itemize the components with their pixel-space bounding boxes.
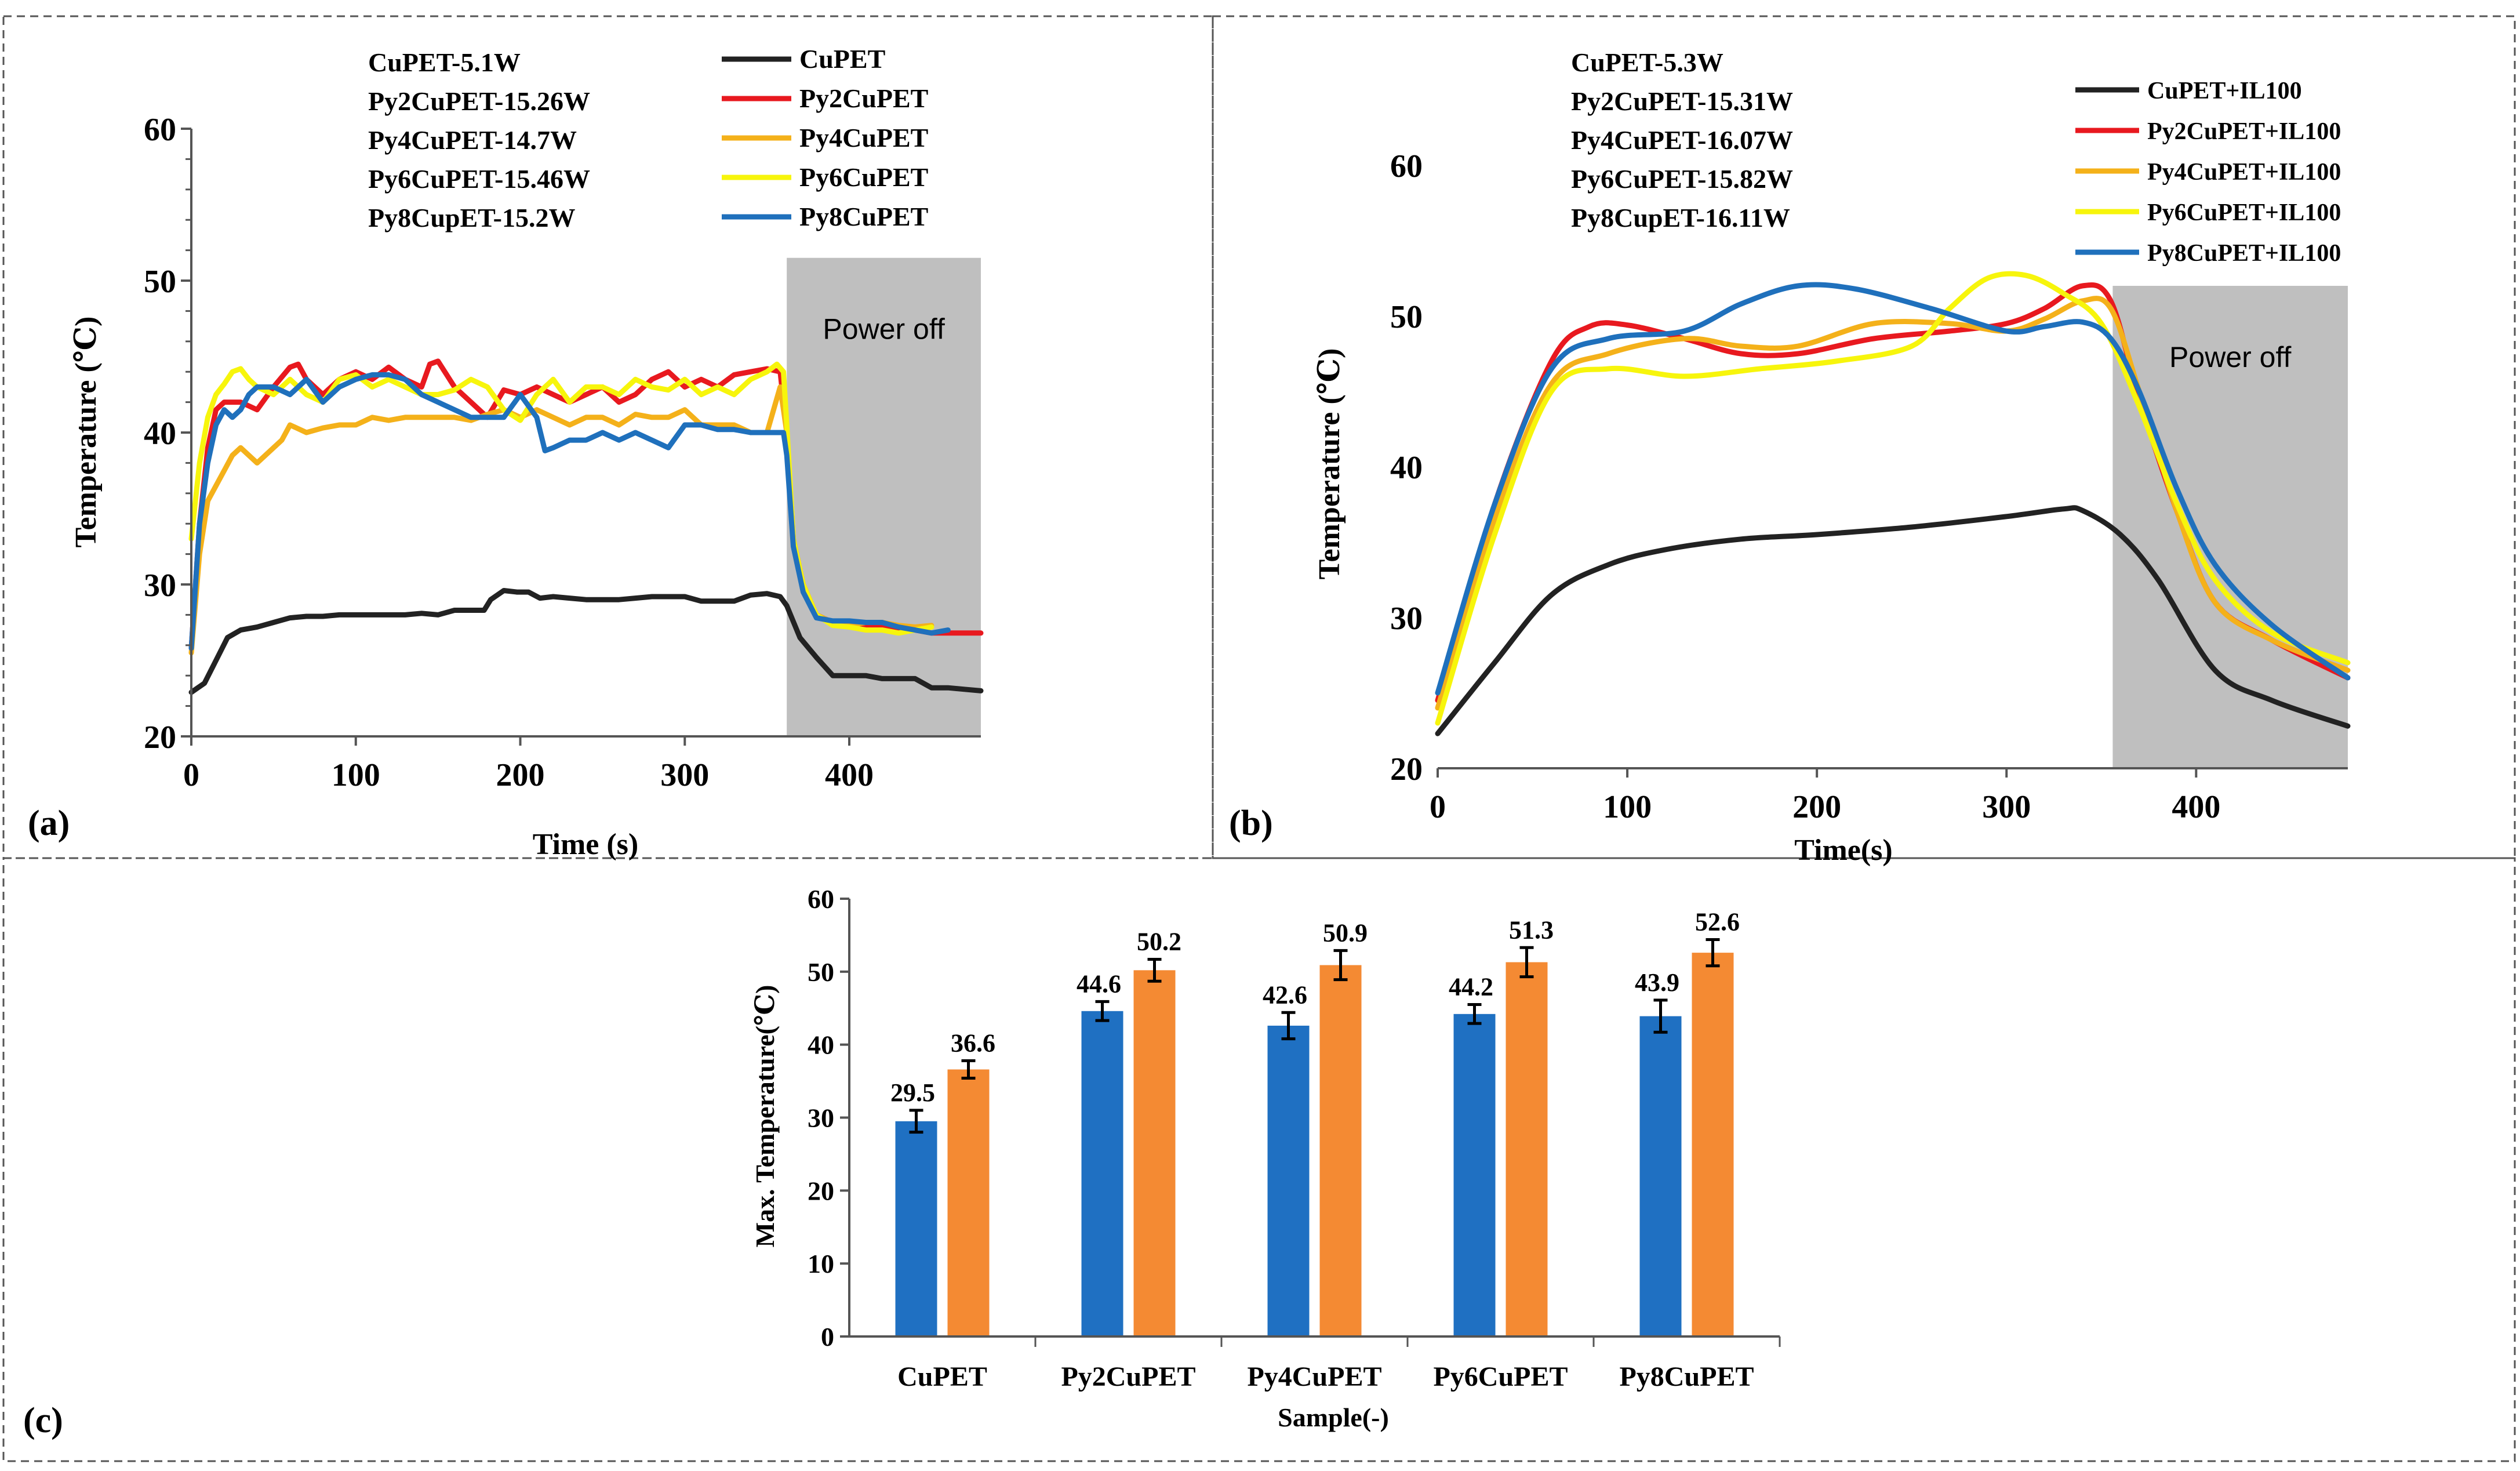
data-label: 43.9 — [1635, 968, 1679, 997]
legend-label-py8cupet-il100: Py8CuPET+IL100 — [2147, 240, 2341, 267]
power-off-region — [2112, 286, 2348, 768]
y-tick-label: 30 — [144, 568, 176, 604]
bar-py6cupet-il100 — [1506, 962, 1548, 1336]
x-axis-label: Time (s) — [533, 828, 638, 861]
y-tick-label: 60 — [1390, 148, 1423, 184]
series-line-py4cupet-il100 — [1435, 296, 2351, 711]
y-tick-label: 60 — [808, 884, 834, 914]
x-tick-label-cupet: CuPET — [897, 1361, 987, 1392]
power-text-3: Py4CuPET-14.7W — [368, 125, 577, 155]
legend-label-cupet-il100: CuPET+IL100 — [2147, 78, 2302, 104]
series-line-py8cupet-il100 — [1435, 282, 2351, 696]
y-axis-label: Temperature (℃) — [70, 317, 103, 548]
panel-a-chart: Power off 20 30 40 50 60 0 100 200 300 400 Time (… — [28, 44, 984, 861]
legend-label-py6cupet-il100: Py6CuPET+IL100 — [2147, 199, 2341, 226]
series-line-cupet-il100 — [1435, 505, 2351, 736]
bar-py2cupet-base — [1081, 1011, 1123, 1336]
power-off-label: Power off — [2169, 341, 2291, 373]
x-tick-label: 0 — [183, 757, 199, 793]
data-label: 29.5 — [890, 1078, 935, 1107]
legend-label-py6cupet: Py6CuPET — [799, 162, 928, 192]
y-tick-label: 20 — [1390, 751, 1423, 787]
series-line-py8cupet — [188, 372, 951, 651]
x-axis-label: Sample(-) — [1278, 1403, 1389, 1432]
y-tick-label: 10 — [808, 1249, 834, 1279]
data-label: 50.2 — [1137, 927, 1181, 956]
bar-cupet-il100 — [947, 1069, 990, 1336]
series-line-cupet — [188, 588, 984, 695]
panel-label-c: (c) — [23, 1401, 63, 1440]
y-tick-label: 50 — [808, 957, 834, 987]
power-text-5: Py8CupET-16.11W — [1571, 203, 1790, 233]
data-label: 50.9 — [1323, 918, 1368, 947]
data-label: 51.3 — [1509, 916, 1554, 944]
y-tick-label: 60 — [144, 112, 176, 148]
data-label: 44.2 — [1449, 972, 1493, 1001]
y-tick-label: 40 — [808, 1030, 834, 1060]
power-text-4: Py6CuPET-15.46W — [368, 164, 590, 194]
legend-label-py8cupet: Py8CuPET — [799, 202, 928, 231]
legend: CuPET Py2CuPET Py4CuPET Py6CuPET Py8CuPET — [722, 44, 928, 231]
legend: CuPET+IL100 Py2CuPET+IL100 Py4CuPET+IL100 P… — [2075, 78, 2341, 267]
y-tick-label: 0 — [821, 1322, 834, 1352]
legend-label-py2cupet: Py2CuPET — [799, 83, 928, 113]
y-tick-label: 30 — [808, 1103, 834, 1133]
y-axis-label: Max. Temperature(℃) — [750, 985, 780, 1248]
x-tick-label: 0 — [1430, 789, 1446, 825]
x-tick-label: 100 — [1603, 789, 1652, 825]
x-tick-label-py2cupet: Py2CuPET — [1061, 1361, 1195, 1392]
power-text-5: Py8CupET-15.2W — [368, 203, 575, 233]
bar-py4cupet-il100 — [1319, 965, 1362, 1336]
power-text-3: Py4CuPET-16.07W — [1571, 125, 1793, 155]
data-label: 52.6 — [1695, 907, 1740, 936]
x-tick-label-py4cupet: Py4CuPET — [1247, 1361, 1381, 1392]
series-line-py6cupet-il100 — [1435, 271, 2351, 726]
data-label: 42.6 — [1263, 980, 1307, 1009]
panel-b-chart: Power off 20 30 40 50 60 0 100 200 300 400 Time(s… — [1229, 48, 2351, 867]
y-tick-label: 20 — [808, 1176, 834, 1205]
legend-label-py4cupet: Py4CuPET — [799, 123, 928, 152]
y-tick-label: 30 — [1390, 601, 1423, 637]
power-text-1: CuPET-5.3W — [1571, 48, 1723, 77]
power-off-label: Power off — [823, 313, 944, 346]
data-label: 36.6 — [951, 1029, 995, 1057]
bar-py2cupet-il100 — [1133, 970, 1176, 1336]
legend-label-py4cupet-il100: Py4CuPET+IL100 — [2147, 159, 2341, 186]
panel-label-b: (b) — [1229, 804, 1273, 843]
x-tick-label: 400 — [825, 757, 874, 793]
x-tick-label: 200 — [1792, 789, 1841, 825]
bar-py4cupet-base — [1267, 1025, 1310, 1336]
bar-py8cupet-il100 — [1692, 953, 1734, 1336]
x-axis-label: Time(s) — [1794, 834, 1892, 867]
power-text-1: CuPET-5.1W — [368, 48, 521, 77]
bar-py6cupet-base — [1453, 1014, 1496, 1336]
x-tick-label: 400 — [2172, 789, 2220, 825]
x-tick-label: 200 — [496, 757, 545, 793]
bar-py8cupet-base — [1639, 1016, 1682, 1336]
x-tick-label: 100 — [332, 757, 380, 793]
x-tick-label-py8cupet: Py8CuPET — [1619, 1361, 1754, 1392]
y-tick-label: 50 — [144, 264, 176, 300]
y-tick-label: 50 — [1390, 299, 1423, 335]
y-tick-label: 20 — [144, 720, 176, 756]
power-text-4: Py6CuPET-15.82W — [1571, 164, 1793, 194]
panel-label-a: (a) — [28, 804, 70, 843]
bar-cupet-base — [895, 1121, 937, 1336]
y-tick-label: 40 — [1390, 450, 1423, 486]
legend-label-cupet: CuPET — [799, 44, 885, 74]
x-tick-label: 300 — [1982, 789, 2031, 825]
power-text-2: Py2CuPET-15.26W — [368, 86, 590, 116]
y-tick-label: 40 — [144, 416, 176, 452]
panel-c-chart: 29.5 36.6 44.6 50.2 42.6 50.9 44.2 51.3 43.9 52.6… — [23, 884, 1781, 1440]
x-tick-label-py6cupet: Py6CuPET — [1433, 1361, 1568, 1392]
power-text-2: Py2CuPET-15.31W — [1571, 86, 1793, 116]
legend-label-py2cupet-il100: Py2CuPET+IL100 — [2147, 118, 2341, 145]
panel-c-border — [2, 857, 2516, 1462]
y-axis-label: Temperature (℃) — [1313, 348, 1346, 580]
x-tick-label: 300 — [660, 757, 709, 793]
data-label: 44.6 — [1077, 969, 1121, 998]
